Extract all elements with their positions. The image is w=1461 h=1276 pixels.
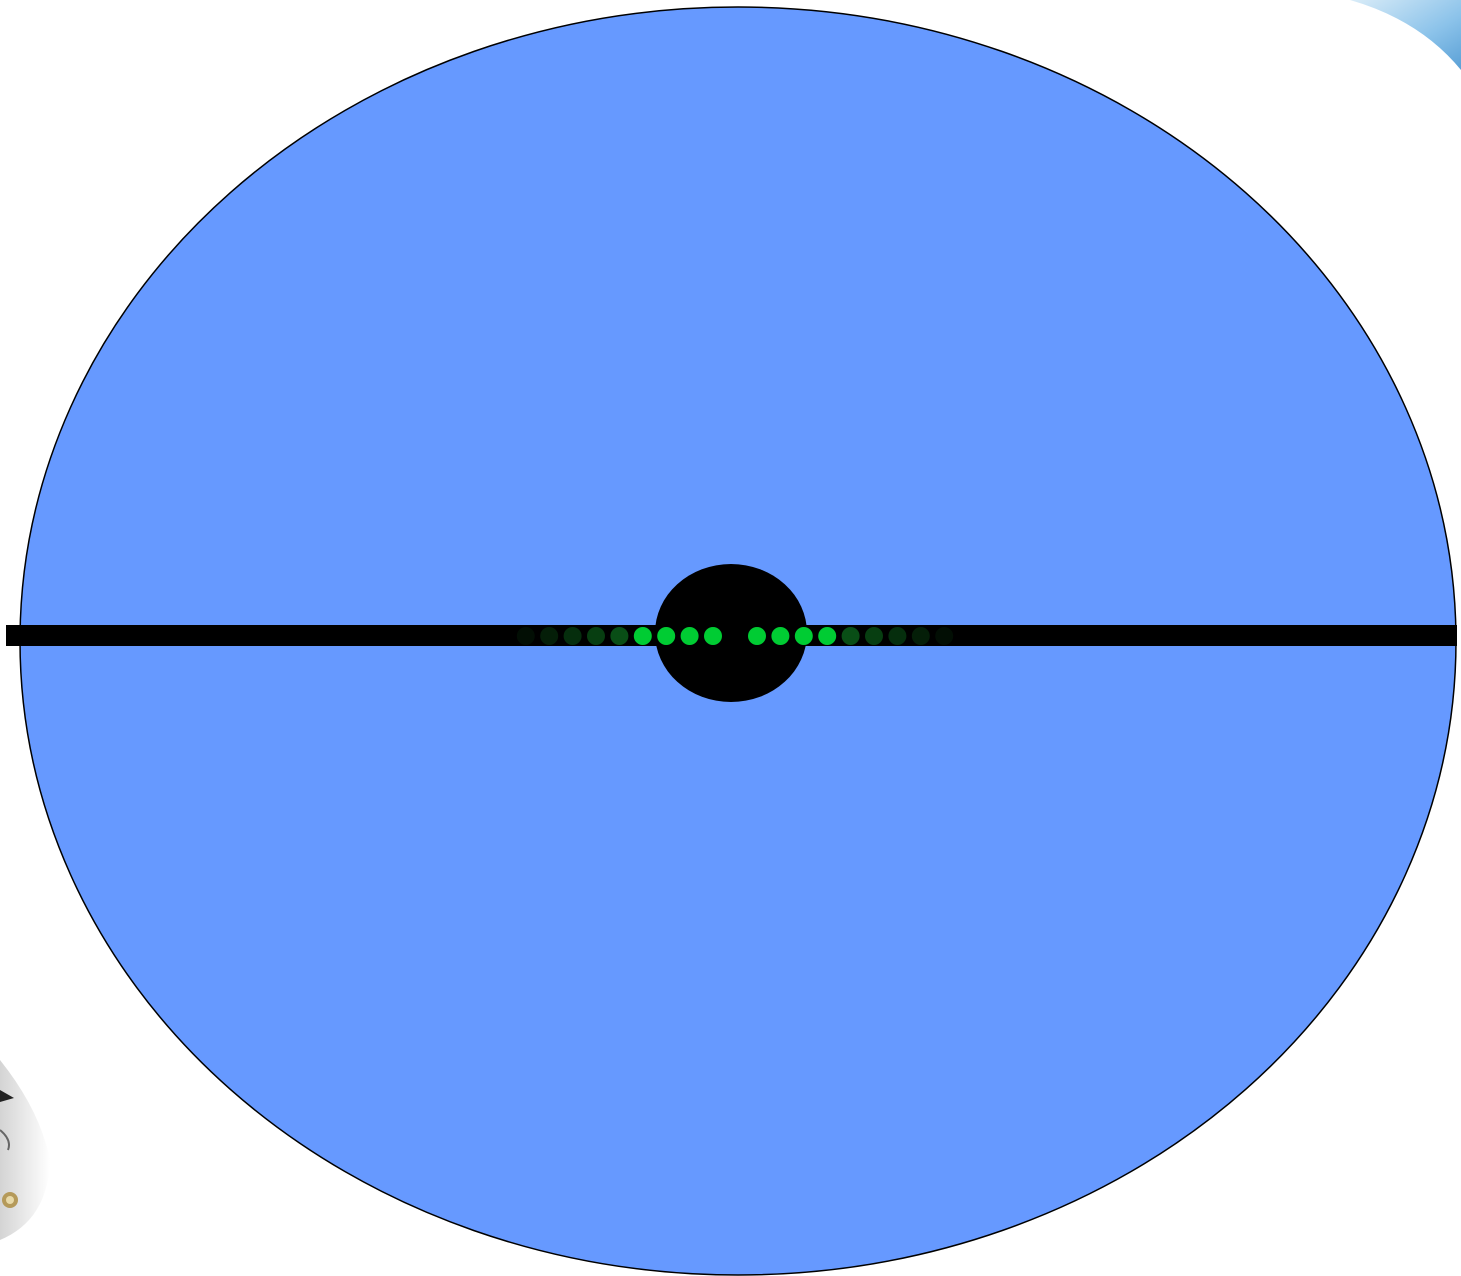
left-trail-dot <box>516 627 535 645</box>
right-trail-dot <box>841 627 860 645</box>
left-trail-dot <box>633 627 652 645</box>
right-trail-dot <box>748 627 766 645</box>
central-core <box>655 564 807 702</box>
right-trail-dot <box>794 627 813 645</box>
right-trail-dot <box>911 627 930 645</box>
left-trail-dot <box>657 627 676 645</box>
left-trail-dot <box>587 627 605 645</box>
right-dot-trail <box>748 627 954 645</box>
right-trail-dot <box>888 627 907 645</box>
right-trail-dot <box>935 627 954 645</box>
left-trail-dot <box>563 627 582 645</box>
left-trail-dot <box>704 627 722 645</box>
bottom-left-corner-decoration <box>0 1060 50 1240</box>
left-trail-dot <box>540 627 559 645</box>
right-trail-dot <box>818 627 837 645</box>
top-right-corner-decoration <box>1350 0 1461 70</box>
right-trail-dot <box>865 627 883 645</box>
right-trail-dot <box>771 627 790 645</box>
left-trail-dot <box>610 627 629 645</box>
left-dot-trail <box>516 627 722 645</box>
left-trail-dot <box>680 627 699 645</box>
